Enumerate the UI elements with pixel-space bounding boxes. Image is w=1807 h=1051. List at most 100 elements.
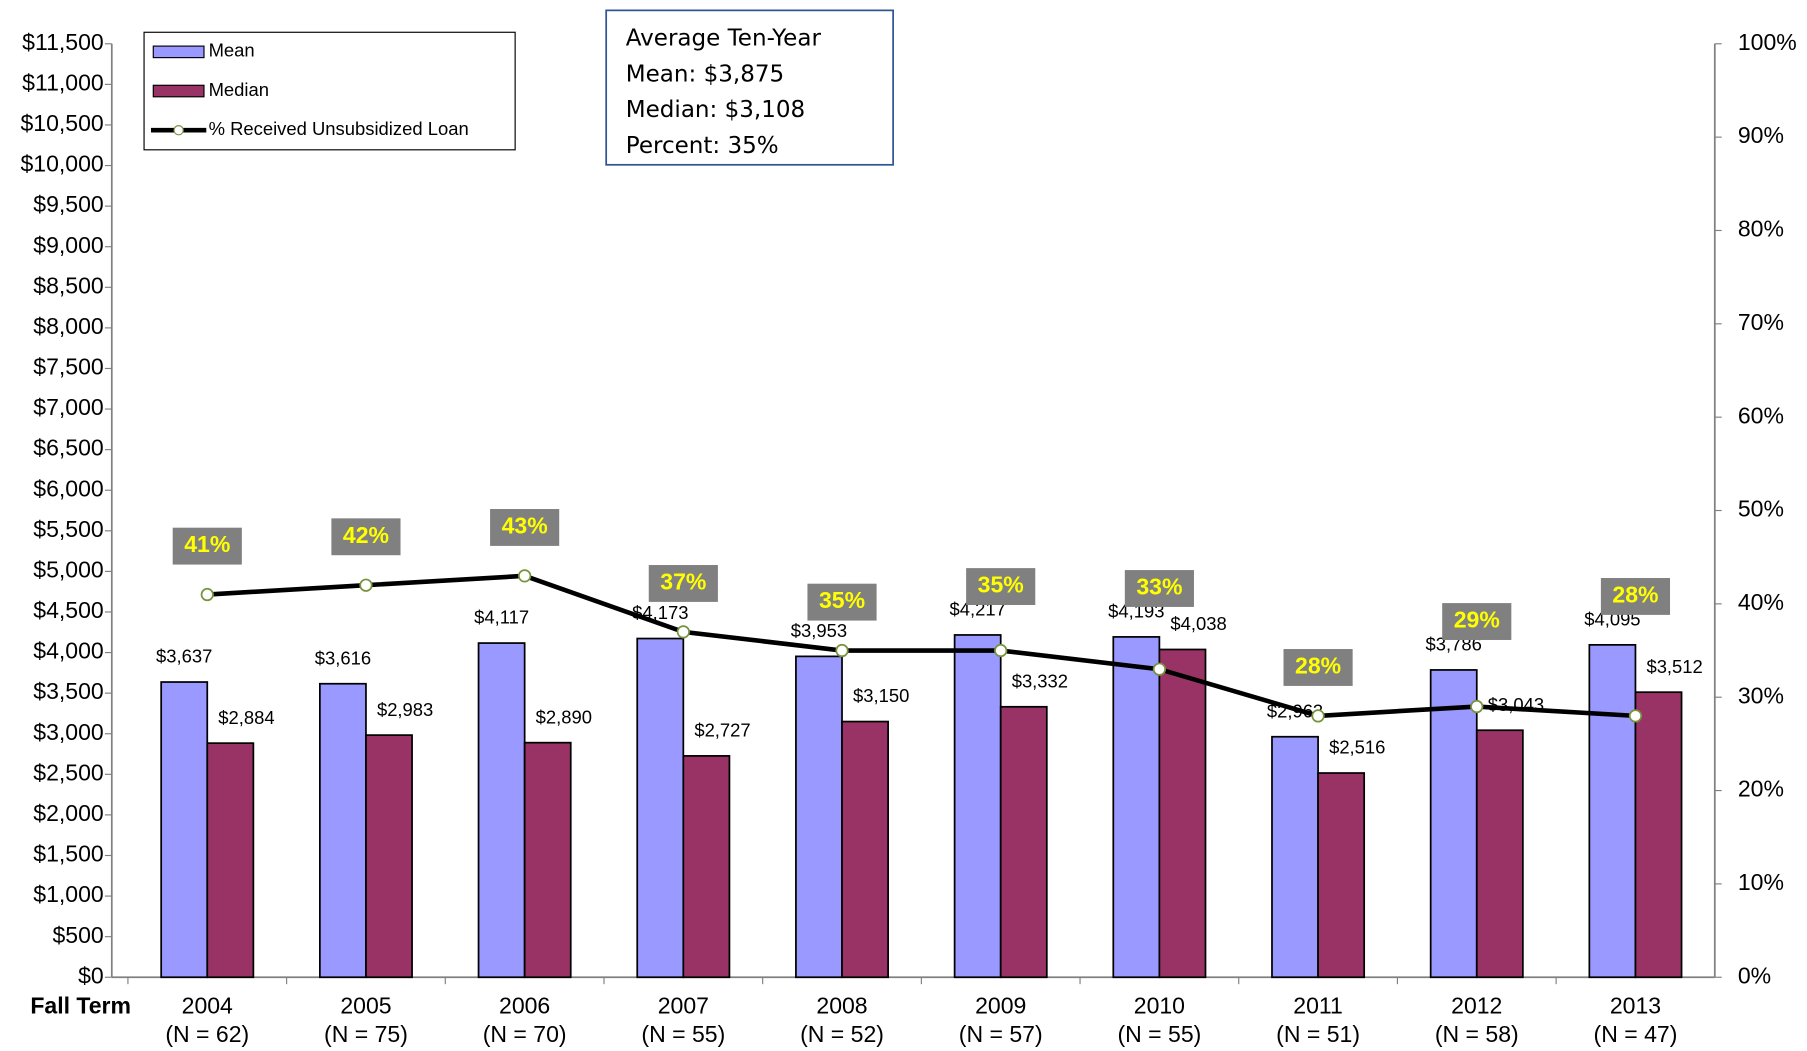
line-marker: [359, 578, 373, 592]
x-tick-label: 2011: [1293, 992, 1343, 1018]
y-tick-label: $11,000: [22, 69, 104, 95]
pct-label-box: [966, 568, 1036, 605]
line-marker: [200, 587, 214, 602]
y-tick-label: $2,000: [33, 800, 103, 826]
x-tick-label: 2006: [499, 992, 550, 1018]
y-tick-label: $3,500: [33, 678, 103, 704]
data-label: $4,038: [1170, 613, 1226, 634]
bar: [795, 655, 843, 979]
pct-label: 42%: [343, 522, 389, 548]
bar: [636, 637, 685, 979]
y-tick-label: $6,500: [33, 435, 103, 461]
data-label: $3,512: [1646, 656, 1702, 677]
data-label: $2,890: [536, 706, 592, 727]
bar: [999, 705, 1048, 979]
bar: [1317, 772, 1366, 979]
x-tick-sublabel: (N = 52): [800, 1021, 884, 1047]
y2-tick-label: 40%: [1738, 589, 1784, 615]
x-tick-sublabel: (N = 51): [1276, 1021, 1360, 1047]
y-tick-label: $7,000: [33, 394, 103, 420]
annotation-box: [605, 9, 894, 166]
x-tick-label: 2013: [1610, 992, 1661, 1018]
x-tick-sublabel: (N = 75): [324, 1021, 408, 1047]
y2-tick-label: 30%: [1738, 682, 1784, 708]
x-tick-sublabel: (N = 58): [1435, 1021, 1519, 1047]
y2-tick-label: 0%: [1738, 962, 1771, 988]
pct-label-box: [807, 583, 877, 621]
x-tick-label: 2009: [975, 992, 1026, 1018]
data-label: $3,332: [1012, 670, 1068, 691]
bar: [523, 741, 572, 979]
bar: [477, 642, 526, 979]
y-tick-label: $500: [52, 922, 103, 948]
y2-tick-label: 50%: [1738, 496, 1784, 522]
line-marker: [1152, 662, 1167, 676]
annotation-line: Average Ten-Year: [626, 26, 822, 52]
line-marker: [676, 625, 690, 639]
x-tick-sublabel: (N = 57): [959, 1021, 1043, 1047]
bar: [1271, 735, 1319, 979]
line-marker: [1628, 709, 1643, 723]
bar: [1588, 643, 1637, 979]
data-label: $2,516: [1329, 737, 1385, 758]
y-tick-label: $3,000: [33, 719, 103, 745]
bar: [841, 720, 889, 979]
x-tick-sublabel: (N = 70): [483, 1021, 567, 1047]
y2-tick-label: 80%: [1738, 216, 1784, 242]
y-tick-label: $4,000: [33, 638, 103, 664]
bar: [318, 682, 367, 979]
y-tick-label: $10,500: [20, 110, 103, 136]
x-axis-label: Fall Term: [30, 992, 131, 1018]
pct-label-box: [172, 527, 242, 565]
pct-label: 37%: [660, 569, 706, 595]
bar: [1158, 648, 1207, 979]
x-tick-label: 2008: [816, 992, 867, 1018]
x-tick-sublabel: (N = 62): [165, 1021, 249, 1047]
bar: [1634, 691, 1683, 979]
legend-label: % Received Unsubsidized Loan: [209, 118, 469, 139]
y-tick-label: $1,000: [33, 881, 103, 907]
line-marker: [1311, 709, 1325, 723]
bar: [1112, 636, 1161, 979]
annotation-line: Median: $3,108: [626, 97, 805, 123]
y-tick-label: $6,000: [33, 475, 103, 501]
annotation-line: Percent: 35%: [626, 133, 779, 159]
pct-label-box: [490, 509, 560, 546]
y-tick-label: $10,000: [20, 151, 103, 177]
line: [207, 573, 1636, 719]
y2-tick-label: 70%: [1738, 309, 1784, 335]
legend-swatch: [152, 45, 205, 59]
pct-label-box: [1442, 603, 1512, 640]
pct-label: 33%: [1136, 574, 1182, 600]
bar: [206, 742, 255, 979]
pct-label-box: [648, 565, 718, 602]
x-tick-label: 2010: [1134, 992, 1185, 1018]
bar: [365, 734, 413, 979]
pct-label-box: [1283, 649, 1353, 686]
legend-label: Median: [209, 79, 269, 100]
pct-label-box: [331, 518, 401, 556]
bar: [953, 634, 1002, 979]
y2-tick-label: 100%: [1738, 29, 1797, 55]
pct-label-box: [1124, 570, 1194, 607]
y-tick-label: $1,500: [33, 841, 103, 867]
y-tick-label: $5,000: [33, 556, 103, 582]
x-tick-label: 2007: [658, 992, 709, 1018]
y-tick-label: $0: [78, 962, 104, 988]
pct-label: 28%: [1295, 653, 1341, 679]
y-tick-label: $7,500: [33, 354, 103, 380]
data-label: $4,117: [474, 607, 529, 628]
x-tick-label: 2005: [340, 992, 391, 1018]
x-tick-sublabel: (N = 55): [641, 1021, 725, 1047]
data-label: $2,983: [377, 699, 433, 720]
y-tick-label: $9,000: [33, 232, 103, 258]
line-marker: [835, 643, 849, 658]
pct-label: 43%: [502, 513, 548, 539]
y-tick-label: $5,500: [33, 516, 103, 542]
line-marker: [1470, 699, 1484, 714]
y2-tick-label: 10%: [1738, 869, 1784, 895]
y2-tick-label: 60%: [1738, 402, 1784, 428]
data-label: $3,953: [791, 620, 847, 641]
bar: [1475, 729, 1524, 979]
bar: [682, 755, 731, 979]
